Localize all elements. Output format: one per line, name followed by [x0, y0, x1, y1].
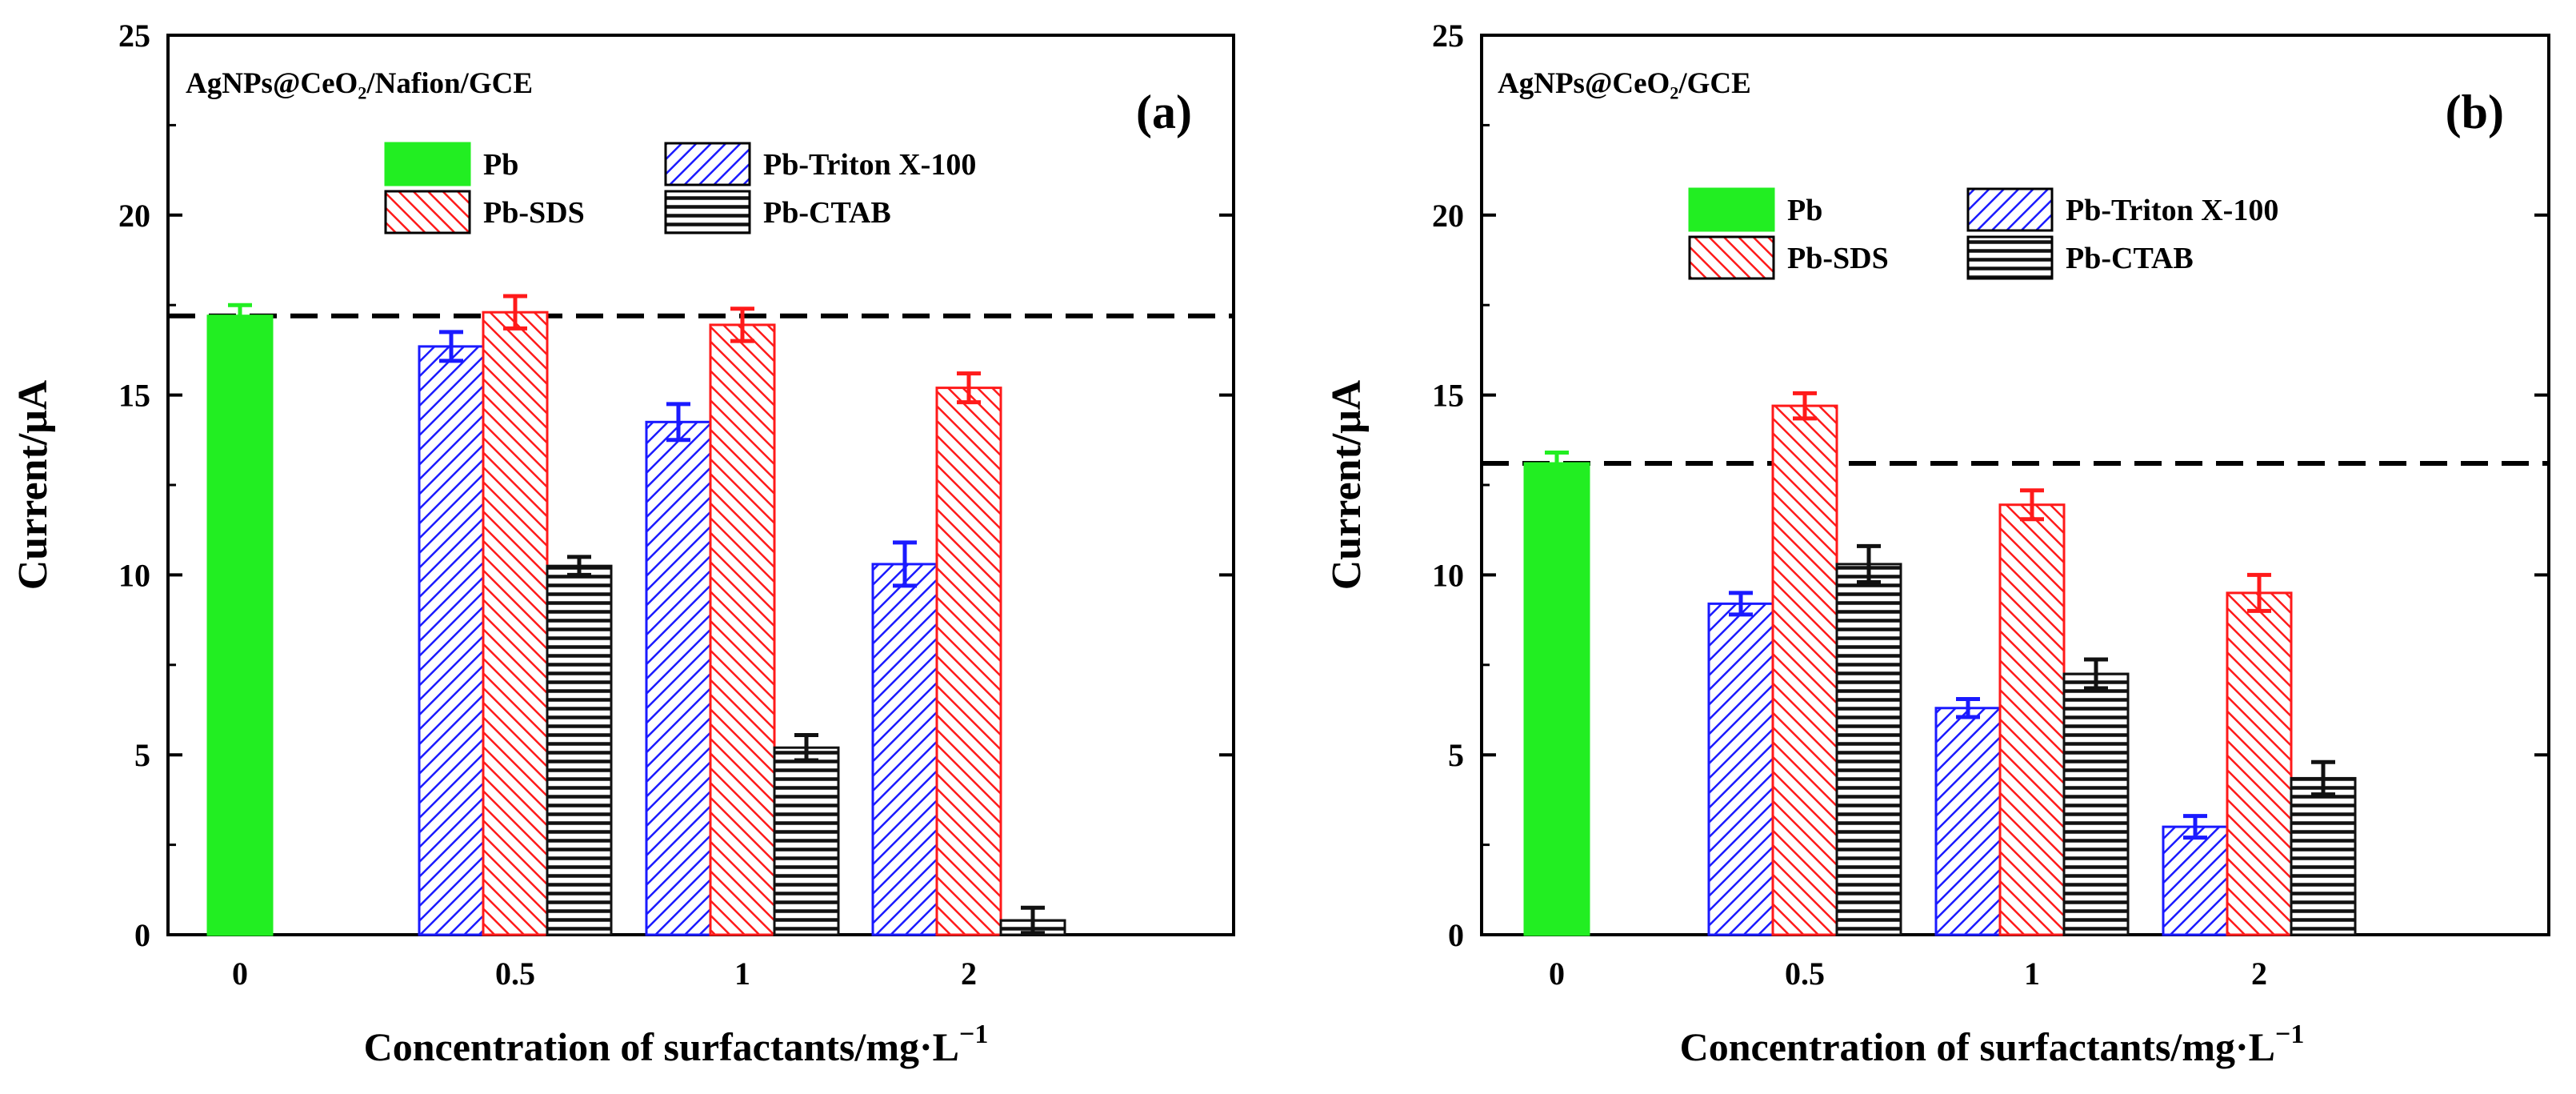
panel-label: (a)	[1136, 86, 1192, 138]
panel-b: 0 5 10 15 20 25 0 0.5 1 2 Pb Pb-Triton X-100 Pb-SD…	[1324, 18, 2550, 1069]
bar	[773, 746, 840, 936]
x-tick-label: 1	[2024, 956, 2040, 992]
bar	[482, 311, 549, 936]
y-tick-label: 15	[1432, 378, 1464, 414]
legend-label: Pb-SDS	[1787, 242, 1889, 275]
y-tick-label: 5	[1448, 737, 1464, 773]
bar	[1707, 602, 1774, 936]
y-tick-label: 20	[1432, 198, 1464, 234]
x-axis-label: Concentration of surfactants/mg·L−1	[364, 1020, 989, 1069]
bar	[418, 345, 485, 936]
y-tick-label: 25	[118, 18, 150, 54]
legend-label: Pb	[483, 148, 518, 182]
bars	[206, 311, 1066, 936]
legend-swatch	[664, 142, 751, 186]
bar	[871, 563, 938, 936]
legend-label: Pb	[1787, 194, 1822, 227]
legend-swatch	[384, 190, 471, 234]
panel-a: 0 5 10 15 20 25 0 0.5 1 2 Pb Pb-Triton X-100 Pb-SD…	[10, 18, 1235, 1069]
legend-swatch	[1688, 235, 1775, 280]
bars	[1523, 404, 2357, 936]
bar	[935, 387, 1002, 936]
y-tick-label: 0	[134, 917, 150, 953]
legend-label: Pb-Triton X-100	[2066, 194, 2278, 227]
bar	[546, 564, 613, 936]
y-tick-label: 25	[1432, 18, 1464, 54]
x-tick-label: 2	[2251, 956, 2267, 992]
legend-swatch	[664, 190, 751, 234]
x-tick-label: 1	[734, 956, 750, 992]
error-bars	[1545, 391, 2335, 840]
legend: Pb Pb-Triton X-100 Pb-SDS Pb-CTAB	[1688, 187, 2278, 280]
legend-swatch	[1966, 187, 2054, 232]
annotation-text: AgNPs@CeO₂/Nafion/GCE	[186, 67, 533, 100]
y-tick-label: 10	[1432, 557, 1464, 593]
y-tick-label: 15	[118, 378, 150, 414]
error-bars	[228, 294, 1045, 936]
x-axis-label-main: Concentration of surfactants/mg·L	[364, 1024, 959, 1069]
y-tick-label: 20	[118, 198, 150, 234]
bar	[2290, 776, 2357, 936]
x-tick-label: 0.5	[1785, 956, 1825, 992]
x-axis-label: Concentration of surfactants/mg·L−1	[1680, 1020, 2305, 1069]
legend-label: Pb-CTAB	[763, 196, 891, 230]
bar	[645, 420, 712, 936]
y-axis-label: Current/μA	[1324, 379, 1370, 590]
panel-label: (b)	[2446, 86, 2504, 138]
bar	[2226, 591, 2293, 936]
legend: Pb Pb-Triton X-100 Pb-SDS Pb-CTAB	[384, 142, 976, 234]
legend-label: Pb-CTAB	[2066, 242, 2194, 275]
bar	[1523, 462, 1590, 936]
legend-label: Pb-Triton X-100	[763, 148, 976, 182]
bar	[1835, 563, 1902, 936]
x-tick-label: 2	[961, 956, 977, 992]
bar	[709, 323, 776, 936]
y-axis-label: Current/μA	[10, 379, 56, 590]
bar	[206, 315, 274, 936]
x-axis-label-sup: −1	[2275, 1020, 2304, 1049]
legend-label: Pb-SDS	[483, 196, 585, 230]
y-tick-label: 10	[118, 557, 150, 593]
annotation-text: AgNPs@CeO₂/GCE	[1498, 67, 1751, 100]
x-axis-label-main: Concentration of surfactants/mg·L	[1680, 1024, 2275, 1069]
y-tick-label: 0	[1448, 917, 1464, 953]
x-axis-label-sup: −1	[959, 1020, 988, 1049]
y-tick-label: 5	[134, 737, 150, 773]
bar	[2062, 672, 2130, 936]
y-axis: 0 5 10 15 20 25	[118, 18, 1234, 953]
bar	[2162, 825, 2229, 936]
x-axis: 0 0.5 1 2	[1549, 920, 2267, 992]
bar	[1998, 503, 2066, 936]
legend-swatch	[384, 142, 471, 186]
legend-swatch	[1966, 235, 2054, 280]
y-axis: 0 5 10 15 20 25	[1432, 18, 2549, 953]
x-tick-label: 0	[232, 956, 248, 992]
legend-swatch	[1688, 187, 1775, 232]
bar	[1771, 404, 1838, 936]
x-tick-label: 0.5	[495, 956, 535, 992]
bar	[1934, 707, 2002, 936]
x-tick-label: 0	[1549, 956, 1565, 992]
